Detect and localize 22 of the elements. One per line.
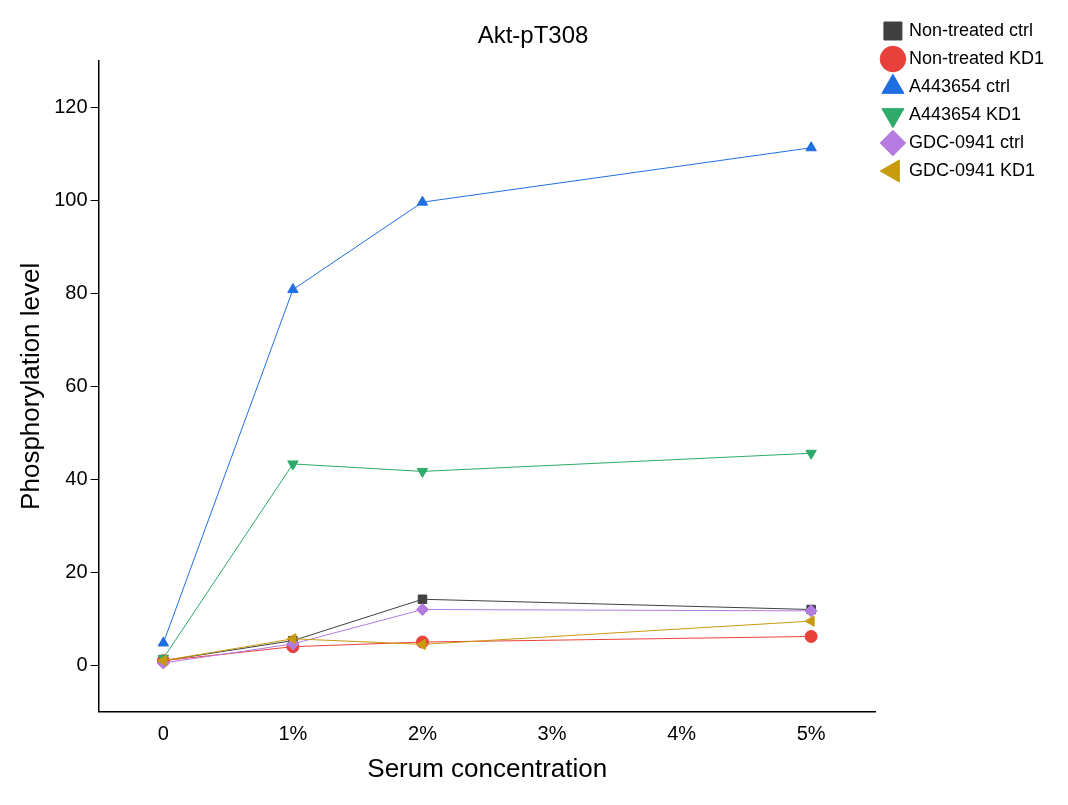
y-tick-label: 0: [76, 652, 88, 675]
legend-label: A443654 ctrl: [908, 75, 1011, 96]
x-tick-label: 2%: [408, 722, 438, 745]
legend-label: GDC-0941 KD1: [908, 159, 1035, 180]
legend-label: Non-treated ctrl: [908, 19, 1033, 40]
legend-label: Non-treated KD1: [908, 47, 1045, 68]
chart-title: Akt-pT308: [477, 21, 589, 49]
x-tick-label: 4%: [667, 722, 697, 745]
legend-label: A443654 KD1: [908, 103, 1022, 124]
y-tick-label: 40: [65, 466, 88, 489]
x-tick-label: 1%: [278, 722, 308, 745]
x-tick-label: 3%: [537, 722, 567, 745]
x-tick-label: 5%: [796, 722, 826, 745]
x-axis-title: Serum concentration: [367, 752, 608, 783]
y-tick-label: 80: [65, 280, 88, 303]
legend-label: GDC-0941 ctrl: [908, 131, 1024, 152]
y-tick-label: 120: [54, 94, 88, 117]
x-tick-label: 0: [157, 722, 169, 745]
y-tick-label: 60: [65, 373, 88, 396]
y-tick-label: 100: [54, 187, 88, 210]
y-tick-label: 20: [65, 559, 88, 582]
y-axis-title: Phosphorylation level: [14, 262, 45, 510]
